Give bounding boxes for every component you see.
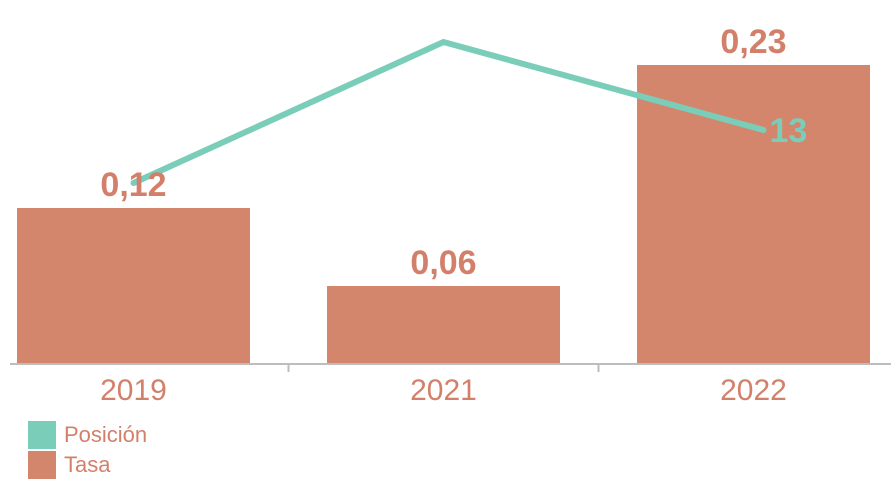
x-tick-label-2019: 2019: [100, 374, 167, 407]
legend-label-tasa: Tasa: [64, 452, 111, 477]
legend-item-tasa[interactable]: Tasa: [28, 450, 147, 480]
x-axis-ticks: 2019 2021 2022: [100, 364, 787, 407]
x-tick-label-2021: 2021: [410, 374, 477, 407]
line-series: [130, 39, 767, 186]
bar-2019: [17, 208, 250, 364]
bar-2021: [327, 286, 560, 364]
bar-label-2022: 0,23: [720, 23, 786, 61]
legend-swatch-tasa: [28, 451, 56, 479]
data-labels: 0,12 0,06 0,23 13: [100, 23, 807, 282]
bar-label-2021: 0,06: [410, 244, 476, 282]
chart-svg: 2019 2021 2022 0,12 0,06 0,23 13: [10, 23, 891, 407]
line-posicion: [130, 39, 767, 186]
line-label-2022: 13: [770, 112, 808, 150]
bar-label-2019: 0,12: [100, 166, 166, 204]
bar-2022: [637, 65, 870, 364]
bar-series: [17, 65, 870, 364]
legend-item-posicion[interactable]: Posición: [28, 420, 147, 450]
legend: Posición Tasa: [28, 420, 147, 480]
x-tick-label-2022: 2022: [720, 374, 787, 407]
legend-label-posicion: Posición: [64, 422, 148, 447]
legend-swatch-posicion: [28, 421, 56, 449]
